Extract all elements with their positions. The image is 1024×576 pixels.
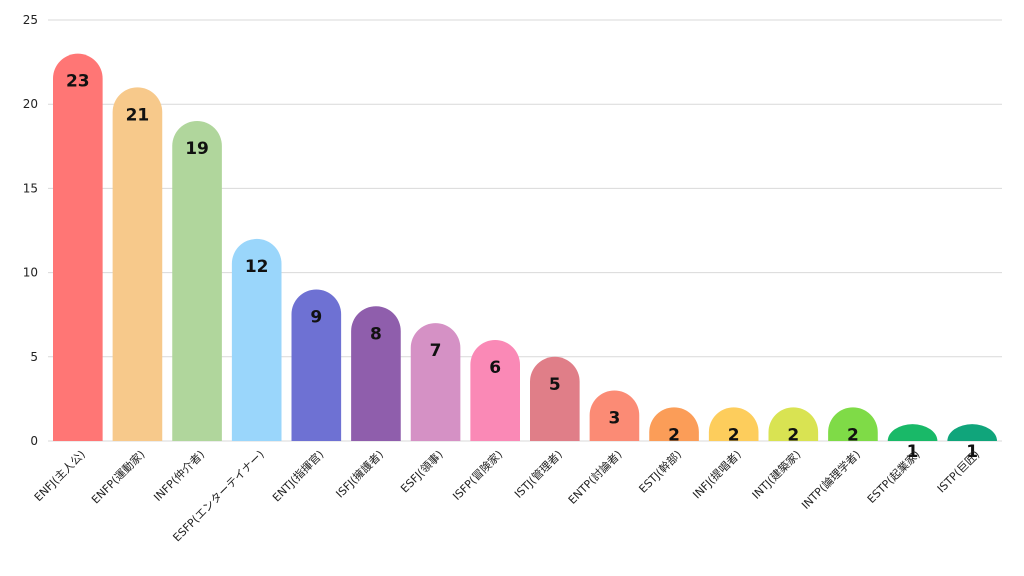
x-category-label: ENFJ(主人公) <box>32 448 88 504</box>
bar <box>470 339 520 441</box>
bar-value-label: 2 <box>847 425 859 445</box>
x-category-label: ISFJ(擁護者) <box>333 447 386 500</box>
bar-value-label: 21 <box>126 105 150 125</box>
bar-value-label: 2 <box>668 425 680 445</box>
bar-value-label: 1 <box>966 442 978 462</box>
bar <box>530 356 580 441</box>
x-category-label: ESFJ(領事) <box>398 447 446 495</box>
bar-value-label: 3 <box>609 408 621 428</box>
x-category-label: ISTJ(管理者) <box>511 447 565 501</box>
bar-value-label: 2 <box>728 425 740 445</box>
x-category-label: INFJ(提唱者) <box>690 448 743 501</box>
x-category-label: INTP(論理学者) <box>798 447 863 512</box>
bar-value-label: 8 <box>370 324 382 344</box>
bar-value-label: 9 <box>310 307 322 327</box>
bar-value-label: 6 <box>489 358 501 378</box>
bar-value-label: 1 <box>907 442 919 462</box>
x-category-label: ESTP(起業家) <box>864 447 923 506</box>
bar <box>947 424 997 441</box>
bar <box>410 323 461 441</box>
bar <box>589 390 640 441</box>
bar <box>828 407 878 441</box>
bar <box>172 121 222 442</box>
bar-value-label: 2 <box>787 425 799 445</box>
bar <box>231 238 282 441</box>
bar <box>708 407 759 441</box>
y-tick-label: 15 <box>23 181 38 195</box>
y-axis-ticks: 0 5 10 15 20 25 <box>23 13 38 448</box>
y-tick-label: 20 <box>23 97 38 111</box>
x-category-label: INTJ(建築家) <box>749 447 803 501</box>
bar <box>768 407 819 441</box>
x-category-label: ENTP(討論者) <box>565 447 624 506</box>
bar-value-label: 5 <box>549 375 561 395</box>
bar-value-label: 12 <box>245 257 269 277</box>
y-tick-label: 25 <box>23 13 38 27</box>
x-category-label: INFP(仲介者) <box>151 447 208 504</box>
y-tick-label: 5 <box>30 350 38 364</box>
x-axis-labels: ENFJ(主人公) ENFP(運動家) INFP(仲介者)ESFP(エンターテイナー… <box>32 447 982 544</box>
bar <box>112 87 163 442</box>
bar <box>649 407 699 441</box>
bar-value-label: 19 <box>185 139 209 159</box>
bar <box>887 424 938 441</box>
x-category-label: ISFP(冒険家) <box>450 447 506 503</box>
bar <box>53 53 103 442</box>
x-category-label: ENFP(運動家) <box>88 447 147 506</box>
bar <box>291 289 342 441</box>
bar <box>351 306 401 441</box>
x-category-label: ENTJ(指揮官) <box>269 447 326 504</box>
bar-value-label: 23 <box>66 72 90 92</box>
bar-value-label: 7 <box>430 341 442 361</box>
y-tick-label: 10 <box>23 266 38 280</box>
bars <box>53 53 997 442</box>
x-category-label: ESTJ(幹部) <box>636 447 684 495</box>
x-category-label: ISTP(巨匠) <box>935 448 982 495</box>
y-tick-label: 0 <box>30 434 38 448</box>
